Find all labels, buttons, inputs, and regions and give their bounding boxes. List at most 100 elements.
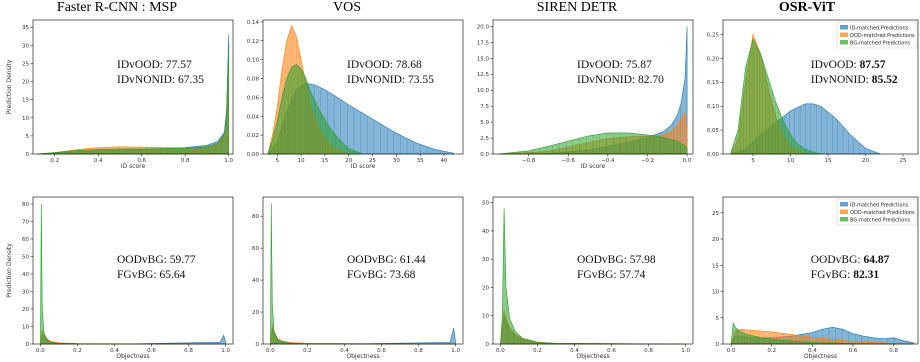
plot-frame <box>32 196 234 345</box>
x-tick-label: 0.0 <box>266 348 275 354</box>
x-tick-label: 1.0 <box>681 348 690 354</box>
x-tick-label: 0.2 <box>73 348 82 354</box>
y-tick-label: 0,00 <box>247 152 260 158</box>
chart-panel: 5 10 15 20 25 30 35 40 0,00 0,02 0,04 0,06 0,08 0,10 0… <box>247 19 464 170</box>
y-tick-label: 50 <box>482 201 489 207</box>
x-tick-label: 25 <box>900 158 907 164</box>
y-tick-label: 0,04 <box>247 114 260 120</box>
y-tick-label: 15.0 <box>477 56 490 62</box>
x-tick-label: 20 <box>345 158 352 164</box>
y-tick-label: 60 <box>252 246 259 252</box>
y-tick-label: 30 <box>482 257 489 263</box>
x-tick-label: 0.4 <box>340 348 349 354</box>
legend: ID-matched Predictions OOD-matched Predic… <box>836 198 918 226</box>
metric-annotation: FGvBG: 65.64 <box>117 269 186 281</box>
y-tick-label: 0,08 <box>247 77 260 83</box>
panel-title: SIREN DETR <box>536 0 618 15</box>
y-tick-label: 20 <box>482 285 489 291</box>
y-tick-label: 30 <box>22 43 29 49</box>
plot-frame <box>492 196 694 345</box>
panel-title: Faster R-CNN : MSP <box>56 0 178 15</box>
y-tick-label: 5 <box>716 316 720 322</box>
panel-title: OSR-ViT <box>778 0 836 15</box>
y-tick-label: 20.0 <box>477 24 490 30</box>
y-tick-label: 0 <box>256 342 260 348</box>
metric-annotation: IDvOOD: 75.87 <box>577 59 652 71</box>
chart-panel: −0.8 −0.6 −0.4 −0.2 0.0 0.0 2.5 5.0 7.5 10.0 12.5 1… <box>477 19 694 170</box>
metric-annotation: IDvNONID: 85.52 <box>811 74 898 86</box>
x-axis-label: Objectness <box>576 353 609 360</box>
series-area <box>498 26 688 155</box>
x-tick-label: 15 <box>321 158 328 164</box>
x-tick-label: 5 <box>276 158 280 164</box>
x-tick-label: 0.0 <box>727 348 736 354</box>
metric-annotation: IDvNONID: 82.70 <box>577 74 664 86</box>
legend-label: OOD-matched Predictions <box>850 33 915 39</box>
legend-box <box>836 198 918 226</box>
x-tick-label: 40 <box>440 158 447 164</box>
legend-swatch <box>840 25 848 30</box>
x-axis-label: ID score <box>581 163 606 170</box>
x-tick-label: 0.6 <box>607 348 616 354</box>
legend-box <box>836 21 918 49</box>
y-tick-label: 0,10 <box>247 58 260 64</box>
series-area <box>40 329 226 345</box>
y-tick-label: 70 <box>22 220 29 226</box>
metric-annotation: IDvOOD: 77.57 <box>117 59 192 71</box>
y-tick-label: 80 <box>22 202 29 208</box>
legend-label: OOD-matched Predictions <box>850 210 915 216</box>
y-tick-label: 0,06 <box>247 95 260 101</box>
series-area <box>270 324 456 345</box>
y-tick-label: 40 <box>22 272 29 278</box>
y-tick-label: 15 <box>22 98 29 104</box>
y-tick-label: 0,10 <box>707 104 720 110</box>
y-tick-label: 10 <box>712 290 719 296</box>
x-tick-label: 0.2 <box>303 348 312 354</box>
plot-frame <box>722 196 919 345</box>
x-tick-label: −0.4 <box>601 158 615 164</box>
x-tick-label: 0.2 <box>767 348 776 354</box>
y-tick-label: 20 <box>22 80 29 86</box>
chart-panel: 5 10 15 20 25 0,00 0,05 0,10 0,15 0,20 0,25 IDvOOD:… <box>707 19 919 164</box>
x-tick-label: 30 <box>393 158 400 164</box>
plot-frame <box>262 19 464 155</box>
x-tick-label: 0.2 <box>50 158 59 164</box>
x-tick-label: 1.0 <box>224 158 233 164</box>
y-tick-label: 50 <box>22 255 29 261</box>
y-tick-label: 0 <box>716 342 720 348</box>
series-area <box>730 321 914 345</box>
chart-panel: 0.0 0.2 0.4 0.6 0.8 1.0 0 10 20 30 40 50 60 70 80 Objec… <box>6 196 234 360</box>
metric-annotation: IDvOOD: 87.57 <box>811 59 886 71</box>
y-tick-label: 10.0 <box>477 88 490 94</box>
y-tick-label: 20 <box>252 310 259 316</box>
y-tick-label: 10 <box>22 116 29 122</box>
x-tick-label: 0.6 <box>849 348 858 354</box>
metric-annotation: FGvBG: 57.74 <box>577 269 646 281</box>
x-tick-label: 0.8 <box>889 348 898 354</box>
y-tick-label: 5.0 <box>480 120 489 126</box>
chart-panel: 0.0 0.2 0.4 0.6 0.8 1.0 0 20 40 60 80 Objectness OOD… <box>252 196 464 360</box>
x-axis-label: Objectness <box>346 353 379 360</box>
metric-annotation: OODvBG: 64.87 <box>811 254 890 266</box>
legend: ID-matched Predictions OOD-matched Predic… <box>836 21 918 49</box>
y-axis-label: Prediction Density <box>6 243 13 298</box>
y-tick-label: 10 <box>482 314 489 320</box>
x-tick-label: 0.8 <box>414 348 423 354</box>
x-tick-label: 10 <box>787 158 794 164</box>
y-tick-label: 0,25 <box>707 32 720 38</box>
y-tick-label: 35 <box>22 25 29 31</box>
x-tick-label: 0.2 <box>533 348 542 354</box>
y-tick-label: 10 <box>22 325 29 331</box>
x-axis-label: ID score <box>121 163 146 170</box>
y-tick-label: 25 <box>712 211 719 217</box>
y-tick-label: 60 <box>22 237 29 243</box>
chart-panel: 0.0 0.2 0.4 0.6 0.8 1.0 0 10 20 30 40 50 Objectness O… <box>482 196 694 360</box>
metric-annotation: FGvBG: 82.31 <box>811 269 880 281</box>
x-tick-label: 1.0 <box>451 348 460 354</box>
y-tick-label: 0 <box>26 152 30 158</box>
x-tick-label: 0.8 <box>644 348 653 354</box>
x-tick-label: 0.8 <box>184 348 193 354</box>
legend-swatch <box>840 32 848 37</box>
x-tick-label: 10 <box>298 158 305 164</box>
